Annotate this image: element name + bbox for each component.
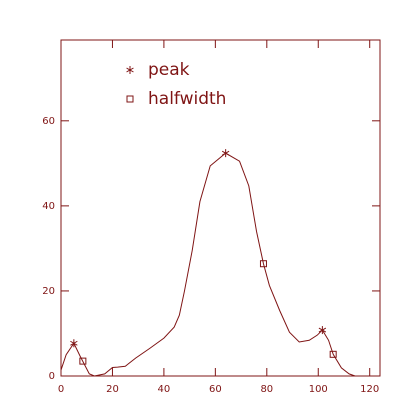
x-tick-label: 20 — [106, 384, 119, 395]
x-tick-label: 120 — [360, 384, 379, 395]
peak-marker — [221, 149, 230, 158]
star-stroke — [318, 327, 327, 333]
legend-symbol — [126, 95, 134, 103]
halfwidth-marker — [259, 260, 267, 268]
y-tick-label: 0 — [49, 371, 55, 382]
halfwidth-marker — [329, 350, 337, 358]
x-tick-label: 60 — [209, 384, 222, 395]
x-tick-label: 40 — [158, 384, 171, 395]
legend-label: halfwidth — [148, 89, 226, 109]
y-tick-label: 40 — [42, 201, 55, 212]
plot-frame — [60, 39, 381, 377]
y-tick-label: 60 — [42, 116, 55, 127]
legend-label: peak — [148, 60, 190, 80]
star-stroke — [221, 150, 230, 156]
legend-symbol — [126, 66, 134, 74]
star-stroke — [126, 67, 134, 73]
peak-marker — [318, 326, 327, 335]
data-line — [60, 152, 356, 377]
x-tick-label: 100 — [309, 384, 328, 395]
x-tick-label: 0 — [58, 384, 64, 395]
x-tick-label: 80 — [260, 384, 273, 395]
halfwidth-marker — [79, 357, 87, 365]
y-tick-label: 20 — [42, 286, 55, 297]
peak-marker — [70, 339, 78, 348]
star-stroke — [70, 340, 78, 346]
